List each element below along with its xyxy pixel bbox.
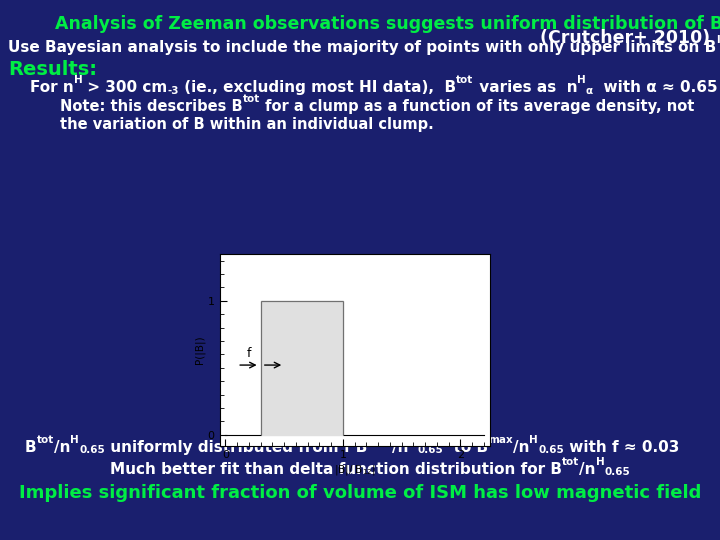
Text: /n: /n — [580, 462, 595, 477]
Y-axis label: P(|B|): P(|B|) — [194, 335, 205, 364]
Text: H: H — [595, 457, 605, 467]
Text: los: los — [716, 35, 720, 45]
Text: to B: to B — [443, 440, 488, 455]
Text: f: f — [247, 347, 251, 360]
Text: α: α — [586, 86, 593, 96]
Text: (Crutcher+ 2010): (Crutcher+ 2010) — [540, 29, 710, 47]
Text: Much better fit than delta function distribution for B: Much better fit than delta function dist… — [110, 462, 562, 477]
Text: 0.65: 0.65 — [418, 445, 443, 455]
Text: Implies significant fraction of volume of ISM has low magnetic field: Implies significant fraction of volume o… — [19, 484, 701, 502]
Text: B: B — [25, 440, 37, 455]
Text: H: H — [577, 75, 586, 85]
Text: max: max — [367, 435, 392, 445]
Text: Results:: Results: — [8, 60, 97, 79]
Text: 0.65: 0.65 — [538, 445, 564, 455]
Text: varies as  n: varies as n — [474, 80, 577, 95]
Text: with α ≈ 0.65: with α ≈ 0.65 — [593, 80, 718, 95]
Text: H: H — [408, 435, 418, 445]
Text: tot: tot — [243, 94, 260, 104]
Text: tot: tot — [562, 457, 580, 467]
Text: /n: /n — [513, 440, 529, 455]
Text: Use Bayesian analysis to include the majority of points with only upper limits o: Use Bayesian analysis to include the maj… — [8, 40, 716, 55]
Text: H: H — [529, 435, 538, 445]
Text: H: H — [71, 435, 79, 445]
Text: Note: this describes B: Note: this describes B — [60, 99, 243, 114]
Text: Analysis of Zeeman observations suggests uniform distribution of B: Analysis of Zeeman observations suggests… — [55, 15, 720, 33]
Text: the variation of B within an individual clump.: the variation of B within an individual … — [60, 117, 433, 132]
Text: tot: tot — [456, 75, 474, 85]
Text: max: max — [488, 435, 513, 445]
Text: -3: -3 — [168, 86, 179, 96]
Text: > 300 cm: > 300 cm — [83, 80, 168, 95]
Text: H: H — [73, 75, 83, 85]
Text: /n: /n — [392, 440, 408, 455]
Text: /n: /n — [54, 440, 71, 455]
X-axis label: |B|/ B$_{12}$|: |B|/ B$_{12}$| — [333, 463, 376, 477]
Text: 0.65: 0.65 — [79, 445, 105, 455]
Text: for a clump as a function of its average density, not: for a clump as a function of its average… — [260, 99, 694, 114]
Text: with f ≈ 0.03: with f ≈ 0.03 — [564, 440, 679, 455]
Text: For n: For n — [30, 80, 73, 95]
Text: 0.65: 0.65 — [605, 467, 630, 477]
Text: uniformly distributed from f B: uniformly distributed from f B — [105, 440, 367, 455]
Text: (ie., excluding most HI data),  B: (ie., excluding most HI data), B — [179, 80, 456, 95]
Text: tot: tot — [37, 435, 54, 445]
